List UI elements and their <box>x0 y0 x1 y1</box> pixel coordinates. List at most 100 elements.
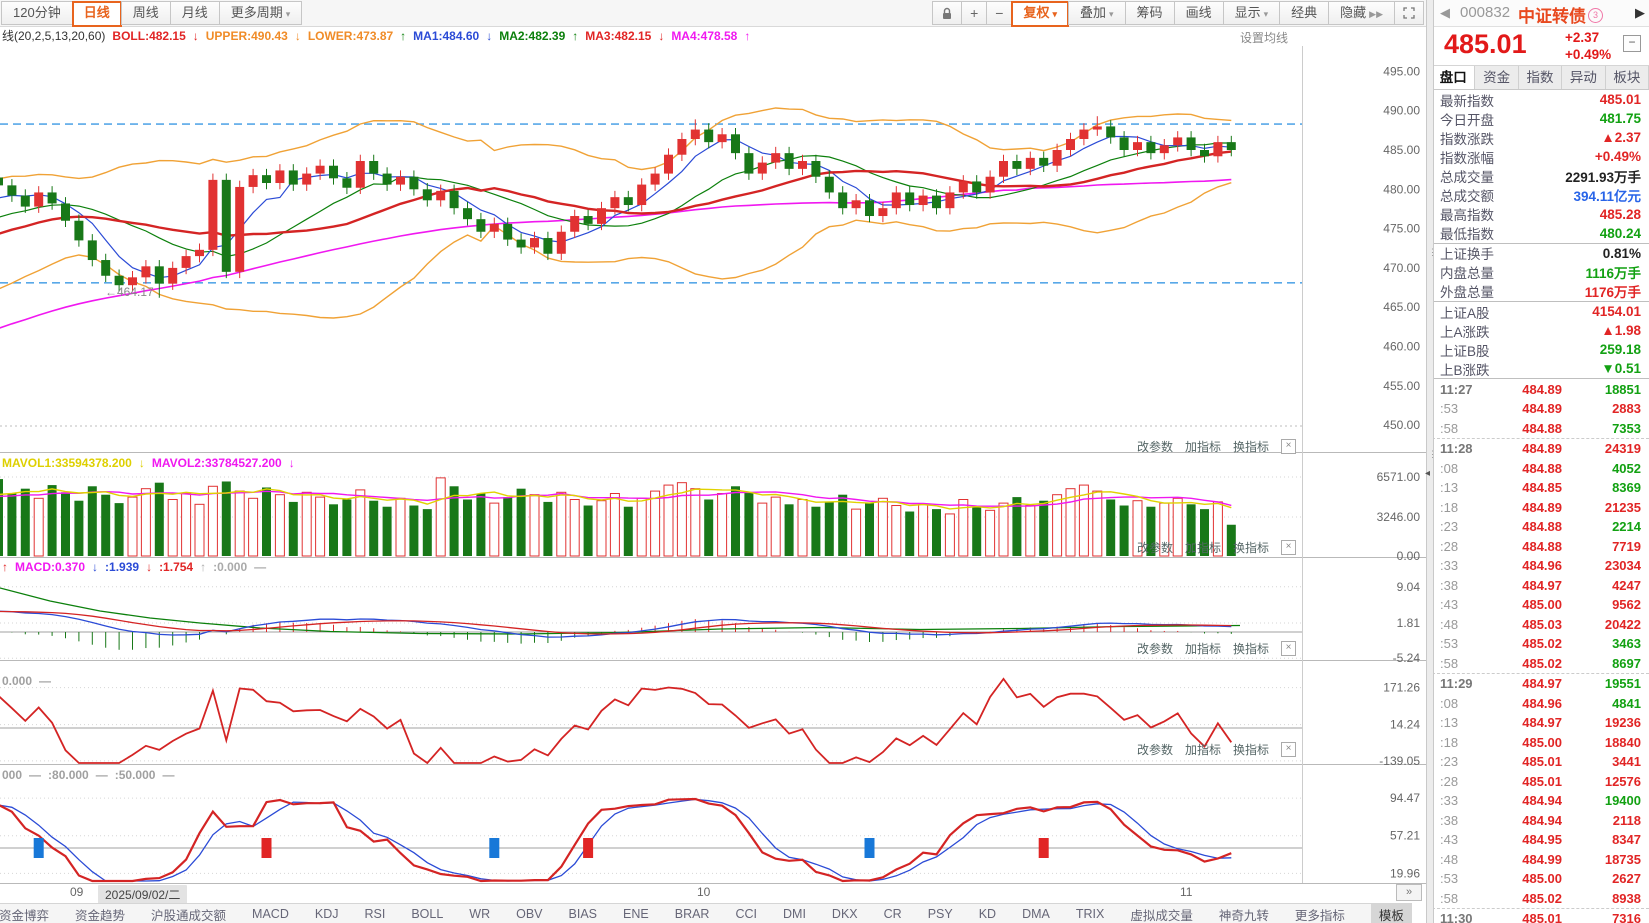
selected-date-label[interactable]: 2025/09/02/二 <box>98 885 188 904</box>
indicator-tab-WR[interactable]: WR <box>469 907 491 921</box>
quote-tab-指数[interactable]: 指数 <box>1519 66 1563 89</box>
candle <box>195 249 204 257</box>
indicator-tab-OBV[interactable]: OBV <box>516 907 543 921</box>
candle <box>1200 150 1209 157</box>
collapse-panel-icon[interactable]: ◂ <box>1425 468 1431 479</box>
tool-button-隐藏[interactable]: 隐藏 ▶▶ <box>1328 1 1395 25</box>
indicator-tab-神奇九转[interactable]: 神奇九转 <box>1218 908 1269 923</box>
quote-tab-板块[interactable]: 板块 <box>1606 66 1649 89</box>
tool-button-画线[interactable]: 画线 <box>1173 1 1224 25</box>
candle <box>878 208 888 217</box>
info-value: 480.24 <box>1599 225 1641 241</box>
tool-button-叠加[interactable]: 叠加 ▾ <box>1068 1 1126 25</box>
panel-action-加指标[interactable]: 加指标 <box>1184 541 1221 555</box>
close-panel-button[interactable]: × <box>1281 540 1296 555</box>
indicator-tab-资金博弈[interactable]: 资金博弈 <box>0 908 50 923</box>
zoom-out-button[interactable]: − <box>986 1 1013 25</box>
tick-price: 484.99 <box>1522 851 1562 867</box>
main-indicator-token: MA2:482.39 <box>499 29 566 43</box>
panel-splitter[interactable]: ⋮ ⋮ ◂ <box>1425 0 1437 923</box>
period-buttons: 120分钟 日线 周线 月线 更多周期 ▾ <box>1 1 303 27</box>
indicator-tab-BRAR[interactable]: BRAR <box>674 907 710 921</box>
close-panel-button[interactable]: × <box>1281 742 1296 757</box>
indicator-tab-DMA[interactable]: DMA <box>1022 907 1050 921</box>
next-page-button[interactable]: » <box>1396 884 1422 901</box>
tick-volume: 7353 <box>1612 420 1641 436</box>
ma-settings-link[interactable]: 设置均线 <box>1240 31 1289 45</box>
indicator-tab-CCI[interactable]: CCI <box>735 907 757 921</box>
double-arrow-icon: ▶▶ <box>1369 9 1383 19</box>
indicator-tab-DMI[interactable]: DMI <box>783 907 806 921</box>
panel-action-改参数[interactable]: 改参数 <box>1136 743 1173 757</box>
panel-action-换指标[interactable]: 换指标 <box>1232 642 1269 656</box>
tick-row: :48 484.99 18735 <box>1432 849 1649 869</box>
panel-action-加指标[interactable]: 加指标 <box>1184 440 1221 454</box>
period-button-日线[interactable]: 日线 <box>71 1 122 27</box>
panel-action-换指标[interactable]: 换指标 <box>1232 541 1269 555</box>
zoom-in-button[interactable]: + <box>961 1 988 25</box>
indicator-tab-DKX[interactable]: DKX <box>831 907 858 921</box>
fullscreen-icon <box>1403 7 1415 19</box>
indicator-tab-MACD[interactable]: MACD <box>252 907 289 921</box>
indicator-tab-沪股通成交额[interactable]: 沪股通成交额 <box>151 908 227 923</box>
indicator-tab-更多指标[interactable]: 更多指标 <box>1294 908 1345 923</box>
info-row-上证B股: 上证B股 259.18 <box>1432 340 1649 359</box>
indicator-tab-CR[interactable]: CR <box>883 907 902 921</box>
main-indicator-token: LOWER:473.87 <box>307 29 394 43</box>
buy-signal-marker <box>864 838 875 858</box>
lock-button[interactable] <box>932 1 963 25</box>
tick-row: :43 484.95 8347 <box>1432 830 1649 850</box>
tool-button-筹码[interactable]: 筹码 <box>1124 1 1175 25</box>
panel-action-加指标[interactable]: 加指标 <box>1184 743 1221 757</box>
tool-button-经典[interactable]: 经典 <box>1279 1 1330 25</box>
quote-tab-资金[interactable]: 资金 <box>1475 66 1519 89</box>
period-button-月线[interactable]: 月线 <box>169 1 220 25</box>
indicator-tab-RSI[interactable]: RSI <box>364 907 386 921</box>
quote-tab-盘口[interactable]: 盘口 <box>1432 66 1476 89</box>
panel-action-改参数[interactable]: 改参数 <box>1136 642 1173 656</box>
prev-stock-button[interactable]: ◀ <box>1440 5 1450 20</box>
tool-button-复权[interactable]: 复权 ▾ <box>1011 1 1069 27</box>
period-button-周线[interactable]: 周线 <box>120 1 171 25</box>
chart-canvas[interactable]: ←464.17 495.00 490.00 485.00 480.00 475.00 470… <box>0 0 1426 923</box>
period-button-更多周期[interactable]: 更多周期 ▾ <box>218 1 303 25</box>
quote-tab-异动[interactable]: 异动 <box>1562 66 1606 89</box>
indicator-tab-KD[interactable]: KD <box>978 907 997 921</box>
tick-row: :38 484.94 2118 <box>1432 810 1649 830</box>
panel-action-加指标[interactable]: 加指标 <box>1184 642 1221 656</box>
main-indicator-row: 线(20,2,5,13,20,60) BOLL:482.15 ↓ UPPER:490.… <box>2 27 757 44</box>
minimize-panel-button[interactable]: − <box>1623 35 1641 52</box>
indicator-tab-模板[interactable]: 模板 <box>1370 904 1412 923</box>
panel-action-改参数[interactable]: 改参数 <box>1136 440 1173 454</box>
candle <box>999 161 1008 177</box>
indicator-tab-虚拟成交量[interactable]: 虚拟成交量 <box>1130 908 1193 923</box>
indicator-tab-ENE[interactable]: ENE <box>623 907 649 921</box>
candle <box>530 238 539 248</box>
tool-button-显示[interactable]: 显示 ▾ <box>1222 1 1281 25</box>
fullscreen-button[interactable] <box>1394 1 1424 25</box>
indicator-tab-TRIX[interactable]: TRIX <box>1075 907 1105 921</box>
tick-price: 484.95 <box>1522 832 1562 848</box>
ma60-line <box>0 178 1232 329</box>
candle <box>704 129 714 143</box>
indicator-tab-PSY[interactable]: PSY <box>927 907 953 921</box>
info-label: 最高指数 <box>1440 208 1494 224</box>
panel-action-换指标[interactable]: 换指标 <box>1232 440 1269 454</box>
period-button-120分钟[interactable]: 120分钟 <box>1 1 73 25</box>
kd-d-line <box>0 798 1232 882</box>
panel-action-换指标[interactable]: 换指标 <box>1232 743 1269 757</box>
tick-volume: 8938 <box>1612 890 1641 906</box>
close-panel-button[interactable]: × <box>1281 439 1296 454</box>
indicator-tab-BOLL[interactable]: BOLL <box>411 907 444 921</box>
panel-actions-row: 改参数 加指标 换指标 × <box>1137 438 1296 455</box>
panel-action-改参数[interactable]: 改参数 <box>1136 541 1173 555</box>
tick-volume: 2627 <box>1612 871 1641 887</box>
axis-label: 490.00 <box>1383 104 1420 118</box>
tick-list[interactable]: 11:27 484.89 18851:53 484.89 2883:58 484.88 73… <box>1432 379 1649 923</box>
info-label: 上证A股 <box>1440 305 1490 321</box>
indicator-tab-BIAS[interactable]: BIAS <box>568 907 598 921</box>
indicator-tab-资金趋势[interactable]: 资金趋势 <box>75 908 126 923</box>
next-stock-button[interactable]: ▶ <box>1635 5 1645 20</box>
close-panel-button[interactable]: × <box>1281 641 1296 656</box>
indicator-tab-KDJ[interactable]: KDJ <box>314 907 339 921</box>
